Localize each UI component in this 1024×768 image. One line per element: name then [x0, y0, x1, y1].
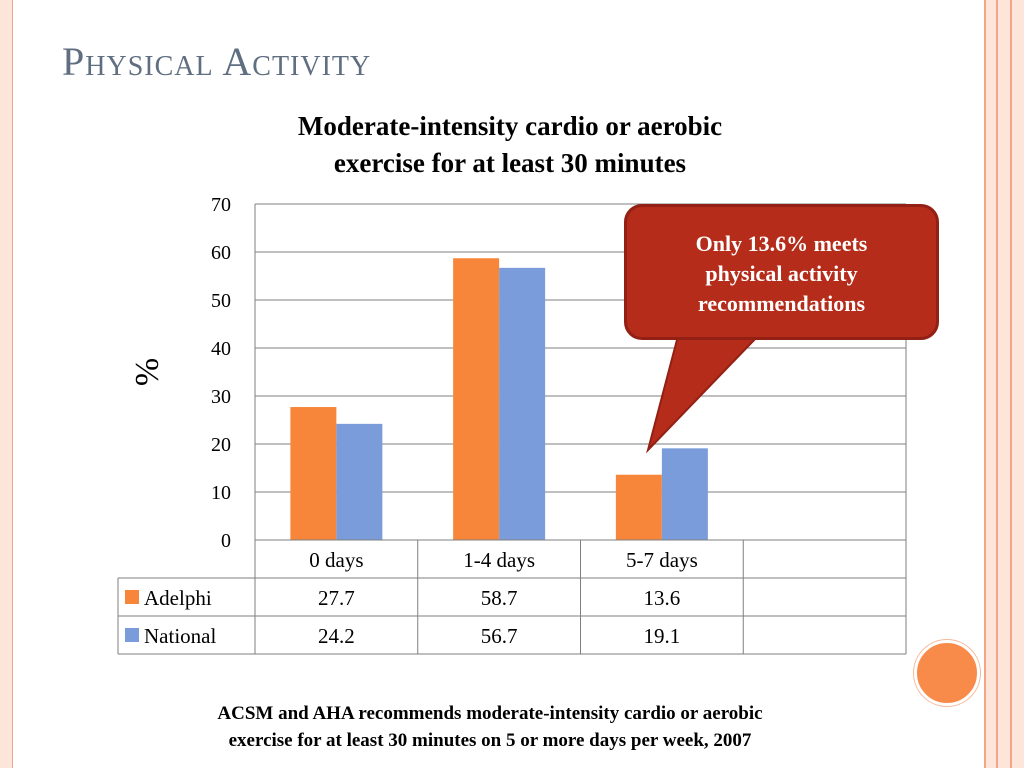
- legend-swatch-adelphi: [125, 590, 139, 604]
- chart-title: Moderate-intensity cardio or aerobic exe…: [180, 108, 840, 182]
- legend-label-adelphi: Adelphi: [144, 586, 212, 610]
- footnote-line-1: ACSM and AHA recommends moderate-intensi…: [217, 703, 763, 724]
- data-label: 56.7: [481, 624, 518, 648]
- callout-line-2: physical activity: [705, 261, 858, 286]
- y-tick-label: 60: [211, 242, 231, 264]
- data-label: 13.6: [644, 586, 681, 610]
- callout-line-3: recommendations: [697, 291, 866, 316]
- bar-national-2: [661, 448, 708, 540]
- x-tick-label: 1-4 days: [463, 548, 535, 572]
- x-tick-label: 0 days: [309, 548, 363, 572]
- y-axis-label: %: [129, 358, 166, 386]
- decorative-circle: [914, 640, 980, 706]
- bar-adelphi-1: [453, 258, 500, 540]
- chart-title-line-1: Moderate-intensity cardio or aerobic: [297, 111, 723, 141]
- data-label: 19.1: [644, 624, 681, 648]
- legend-label-national: National: [144, 624, 216, 648]
- y-tick-label: 40: [211, 338, 231, 360]
- legend-swatch-national: [125, 628, 139, 642]
- x-tick-label: 5-7 days: [626, 548, 698, 572]
- chart-title-line-2: exercise for at least 30 minutes: [333, 148, 687, 178]
- y-tick-label: 70: [211, 194, 231, 216]
- y-tick-label: 0: [221, 530, 231, 552]
- right-frame-stripes: [980, 0, 1024, 768]
- bar-adelphi-2: [615, 474, 662, 540]
- left-frame-border: [0, 0, 13, 768]
- callout-bubble: Only 13.6% meets physical activity recom…: [624, 204, 939, 340]
- bar-national-0: [336, 423, 383, 540]
- bar-national-1: [499, 267, 546, 540]
- footnote-line-2: exercise for at least 30 minutes on 5 or…: [228, 730, 752, 751]
- y-tick-label: 20: [211, 434, 231, 456]
- bar-adelphi-0: [290, 407, 337, 540]
- callout-line-1: Only 13.6% meets: [695, 231, 868, 256]
- y-tick-label: 10: [211, 482, 231, 504]
- data-label: 58.7: [481, 586, 518, 610]
- callout-pointer: [646, 335, 761, 454]
- data-label: 27.7: [318, 586, 355, 610]
- data-label: 24.2: [318, 624, 355, 648]
- y-tick-label: 30: [211, 386, 231, 408]
- y-tick-label: 50: [211, 290, 231, 312]
- slide-title: Physical Activity: [62, 39, 372, 84]
- footnote: ACSM and AHA recommends moderate-intensi…: [90, 700, 890, 754]
